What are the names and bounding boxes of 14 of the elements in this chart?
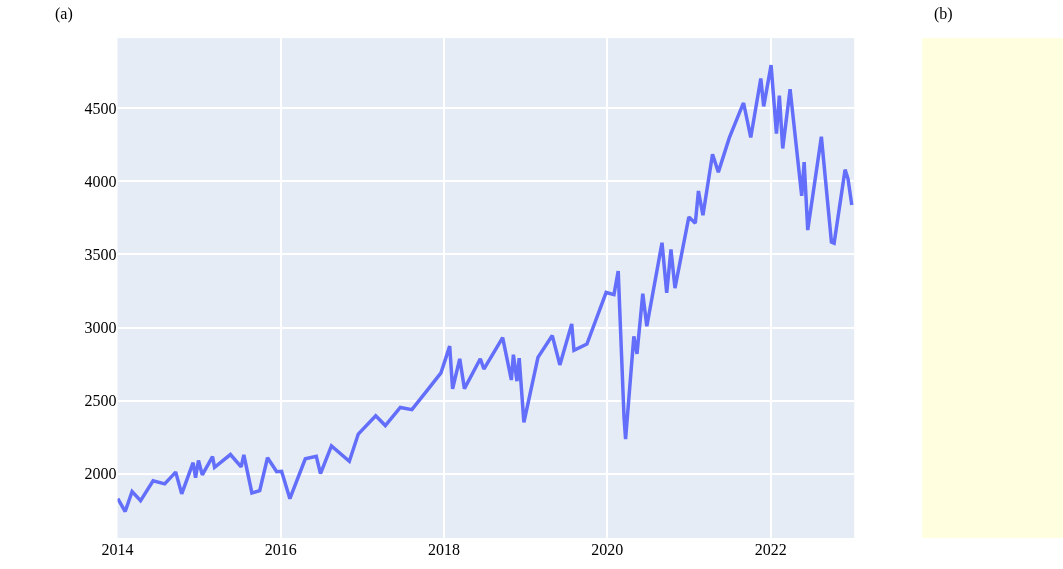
x-tick-label: 2014 (101, 540, 134, 558)
y-tick-label: 2000 (84, 465, 117, 483)
y-tick-label: 3500 (84, 246, 117, 264)
x-tick-label: 2018 (428, 540, 461, 558)
x-tick-label: 2016 (264, 540, 297, 558)
chart-title: (a) (55, 5, 73, 23)
text: (b) (934, 5, 953, 23)
x-tick-label: 2020 (591, 540, 624, 558)
line-series (117, 63, 854, 514)
x-tick-label: 2022 (754, 540, 787, 558)
y-tick-label: 4000 (84, 172, 117, 190)
y-tick-label: 2500 (84, 392, 117, 410)
y-tick-label: 3000 (84, 319, 117, 337)
y-tick-label: 4500 (84, 99, 117, 117)
